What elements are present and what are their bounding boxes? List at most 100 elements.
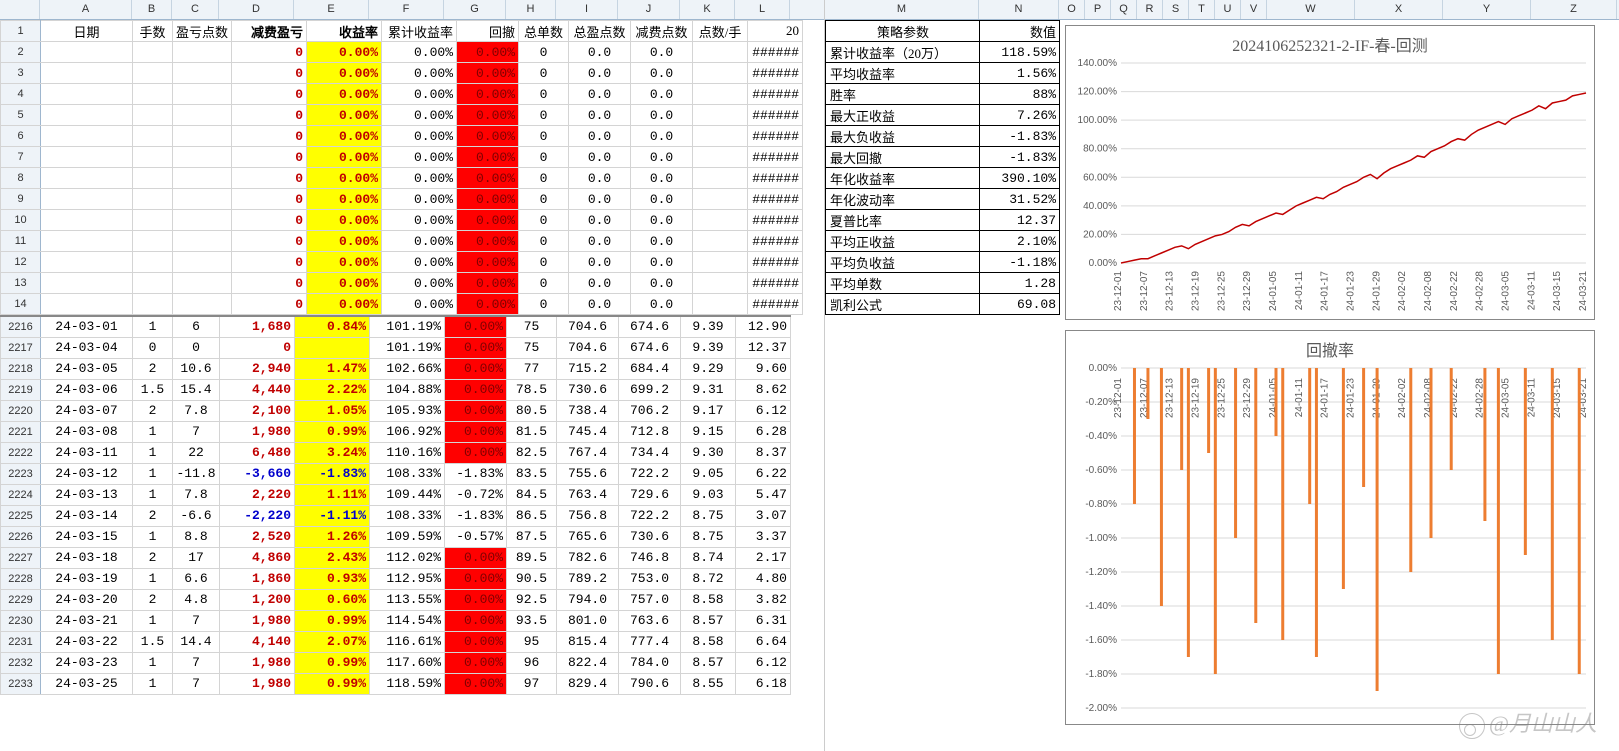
cell[interactable]: 0.0 [569,210,631,231]
col-header-G[interactable]: G [444,0,506,19]
cell[interactable]: 0 [232,84,307,105]
cell[interactable]: 1,980 [220,673,295,694]
cell[interactable]: 1 [133,442,173,463]
cell[interactable]: 8.58 [681,589,736,610]
cell[interactable] [41,126,133,147]
cell[interactable]: 0 [519,189,569,210]
cell[interactable]: ###### [748,42,803,63]
stat-value[interactable]: 118.59% [980,42,1060,63]
cell[interactable]: 0 [519,294,569,315]
row-header[interactable]: 2231 [1,631,41,652]
row-header[interactable]: 2227 [1,547,41,568]
cell[interactable]: ###### [748,231,803,252]
cell[interactable]: 1 [133,652,173,673]
cell[interactable] [173,147,232,168]
cell[interactable]: 0.0 [569,231,631,252]
row-header[interactable]: 2224 [1,484,41,505]
cell[interactable] [41,210,133,231]
cell[interactable]: 75 [507,316,557,337]
cell[interactable]: 790.6 [619,673,681,694]
cell[interactable]: 6,480 [220,442,295,463]
row-header[interactable]: 2220 [1,400,41,421]
cell[interactable]: 0.00% [445,631,507,652]
cell[interactable]: 0.00% [382,126,457,147]
cell[interactable]: 0.00% [382,210,457,231]
cell[interactable]: 0 [232,147,307,168]
cell[interactable]: 0.00% [457,84,519,105]
cell[interactable]: 0.60% [295,589,370,610]
cell[interactable]: 0.00% [445,652,507,673]
cell[interactable]: 674.6 [619,337,681,358]
cell[interactable] [133,168,173,189]
cell[interactable]: 9.29 [681,358,736,379]
cell[interactable]: 1.47% [295,358,370,379]
cell[interactable]: 6.6 [173,568,220,589]
cell[interactable]: 24-03-25 [41,673,133,694]
cell[interactable]: 0.0 [631,42,693,63]
cell[interactable]: 0.00% [382,273,457,294]
cell[interactable]: 80.5 [507,400,557,421]
cell[interactable]: 93.5 [507,610,557,631]
stat-value[interactable]: 数值 [980,21,1060,42]
cell[interactable]: 8.37 [736,442,791,463]
cell[interactable] [693,273,748,294]
cell[interactable] [173,42,232,63]
cell[interactable] [173,126,232,147]
cell[interactable]: 1 [133,568,173,589]
cell[interactable]: 0.00% [445,421,507,442]
cell[interactable]: 0 [519,210,569,231]
cell[interactable]: 112.95% [370,568,445,589]
cell[interactable]: -11.8 [173,463,220,484]
cell[interactable]: 0 [173,337,220,358]
cell[interactable]: 3.07 [736,505,791,526]
cell[interactable]: 1,980 [220,421,295,442]
cell[interactable]: 0.0 [631,84,693,105]
cell[interactable] [41,252,133,273]
cell[interactable]: 2 [133,400,173,421]
cell[interactable]: 794.0 [557,589,619,610]
cell[interactable]: 81.5 [507,421,557,442]
cell[interactable]: 12.90 [736,316,791,337]
cell[interactable] [133,231,173,252]
row-header[interactable]: 2 [1,42,41,63]
cell[interactable]: 0.0 [569,84,631,105]
stat-label[interactable]: 策略参数 [826,21,980,42]
cell[interactable]: 0.00% [307,210,382,231]
cell[interactable]: 0.00% [382,231,457,252]
cell[interactable] [693,105,748,126]
cell[interactable]: 730.6 [557,379,619,400]
cell[interactable]: 24-03-18 [41,547,133,568]
cell[interactable]: 0.0 [631,126,693,147]
cell[interactable]: 7 [173,652,220,673]
row-header[interactable]: 6 [1,126,41,147]
cell[interactable] [133,189,173,210]
cell[interactable]: -0.72% [445,484,507,505]
cell[interactable]: 1,860 [220,568,295,589]
cell[interactable]: 1 [133,421,173,442]
cell[interactable]: 24-03-23 [41,652,133,673]
cell[interactable]: 777.4 [619,631,681,652]
cell[interactable]: -1.83% [445,505,507,526]
header-cell[interactable]: 手数 [133,21,173,42]
header-cell[interactable]: 总单数 [519,21,569,42]
cell[interactable]: 0.99% [295,421,370,442]
cell[interactable]: 0.0 [569,168,631,189]
col-header-Z[interactable]: Z [1531,0,1617,19]
cell[interactable]: 78.5 [507,379,557,400]
cell[interactable]: 2.43% [295,547,370,568]
row-header[interactable]: 11 [1,231,41,252]
col-header-E[interactable]: E [294,0,369,19]
header-cell[interactable]: 总盈点数 [569,21,631,42]
cell[interactable]: 0.00% [445,337,507,358]
cell[interactable]: 1 [133,316,173,337]
cell[interactable]: 9.17 [681,400,736,421]
cell[interactable] [295,337,370,358]
cell[interactable]: 0 [519,105,569,126]
cell[interactable]: 0.00% [457,105,519,126]
cell[interactable]: 0.93% [295,568,370,589]
stat-value[interactable]: 2.10% [980,231,1060,252]
cell[interactable] [41,42,133,63]
cell[interactable]: 0.00% [457,294,519,315]
cell[interactable]: 0 [232,231,307,252]
cell[interactable]: ###### [748,147,803,168]
